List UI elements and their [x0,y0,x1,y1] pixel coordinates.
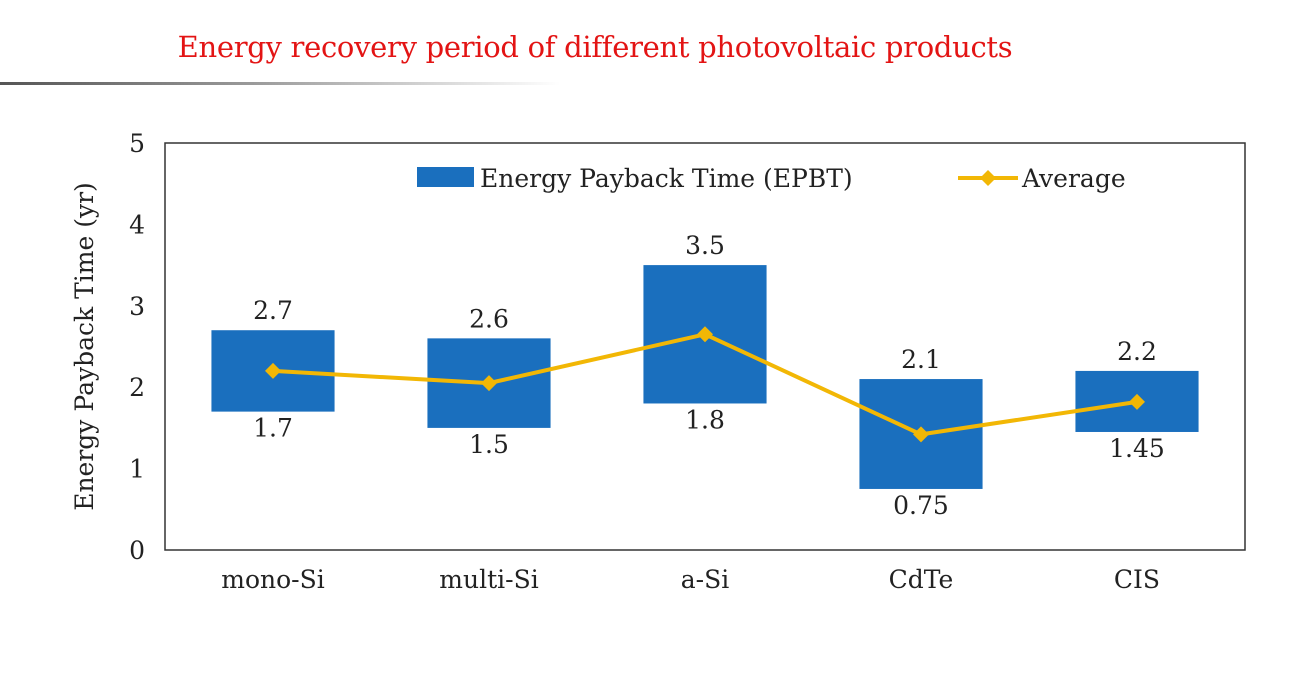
legend: Energy Payback Time (EPBT) Average [417,164,1126,193]
bar-low-label: 1.8 [685,405,725,434]
y-tick-label: 3 [129,292,145,321]
x-axis-ticks: mono-Si multi-Si a-Si CdTe CIS [221,565,1160,594]
legend-average-marker [980,170,996,186]
average-point-marker [265,362,281,379]
bar-high-label: 2.2 [1117,337,1157,366]
average-point-marker [697,326,713,343]
average-point-marker [1129,393,1145,410]
bar-low-label: 0.75 [893,491,949,520]
bar-low-label: 1.5 [469,430,509,459]
plot-area-frame [164,142,1246,551]
x-tick-label: CdTe [889,565,954,594]
y-tick-label: 2 [129,373,145,402]
x-tick-label: CIS [1114,565,1160,594]
bar-high-label: 3.5 [685,231,725,260]
average-point-marker [913,426,929,443]
range-bars [211,265,1199,489]
data-labels: 2.7 1.7 2.6 1.5 3.5 1.8 2.1 0.75 2.2 1.45 [253,231,1165,520]
bar-low-label: 1.45 [1109,434,1165,463]
bar-low-label: 1.7 [253,414,293,443]
y-axis-label: Energy Payback Time (yr) [70,182,99,511]
x-tick-label: mono-Si [221,565,324,594]
slide-title: Energy recovery period of different phot… [177,30,1013,64]
y-tick-label: 1 [129,455,145,484]
y-tick-label: 0 [129,536,145,565]
x-tick-label: a-Si [681,565,729,594]
legend-epbt-label: Energy Payback Time (EPBT) [480,164,853,193]
bar-high-label: 2.6 [469,304,509,333]
legend-epbt-swatch [417,167,474,187]
average-line-group [265,326,1145,443]
y-tick-label: 4 [129,210,145,239]
title-divider [0,82,560,85]
y-axis-ticks: 0 1 2 3 4 5 [129,129,145,565]
x-tick-label: multi-Si [439,565,538,594]
bar-high-label: 2.7 [253,296,293,325]
average-point-marker [481,375,497,392]
y-tick-label: 5 [129,129,145,158]
bar-high-label: 2.1 [901,345,941,374]
legend-average-label: Average [1021,164,1126,193]
